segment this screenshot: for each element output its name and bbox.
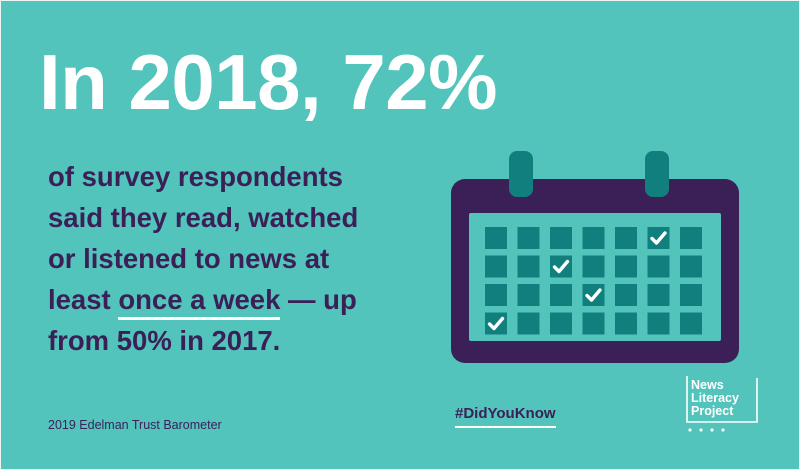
body-line-3: or listened to news at (48, 243, 330, 274)
logo-line-2: Literacy (691, 391, 739, 405)
calendar-day-cell (647, 255, 670, 278)
body-text: of survey respondents said they read, wa… (48, 156, 418, 361)
calendar-ring-left (509, 151, 533, 197)
logo-line-3: Project (691, 404, 734, 418)
calendar-day-cell (647, 312, 670, 335)
body-line-1: of survey respondents (48, 161, 343, 192)
logo-frame (686, 376, 758, 432)
calendar-day-cell (485, 255, 507, 278)
logo-text: News Literacy Project (691, 379, 739, 418)
calendar-day-cell (582, 255, 605, 278)
calendar-day-cell (680, 227, 702, 249)
calendar-day-cell (615, 255, 637, 278)
calendar-day-cell (615, 312, 637, 335)
calendar-day-cell (517, 227, 540, 249)
calendar-day-cell (680, 312, 702, 335)
headline: In 2018, 72% (39, 38, 497, 126)
calendar-day-cell (550, 312, 572, 335)
calendar-day-cell (647, 284, 670, 306)
body-line-5: from 50% in 2017. (48, 325, 281, 356)
source-credit: 2019 Edelman Trust Barometer (48, 418, 222, 432)
calendar-day-cell (615, 284, 637, 306)
calendar-day-cell (550, 227, 572, 249)
check-icon (487, 316, 505, 331)
calendar-ring-right (645, 151, 669, 197)
logo-line-1: News (691, 378, 724, 392)
check-icon (552, 259, 570, 274)
calendar-day-cell (615, 227, 637, 249)
check-icon (650, 231, 667, 245)
body-line-4-prefix: least (48, 284, 119, 315)
underlined-phrase: once a week (118, 284, 281, 320)
calendar-day-cell (517, 284, 540, 306)
calendar-day-cell (582, 227, 605, 249)
news-literacy-project-logo: News Literacy Project (685, 376, 759, 432)
calendar-day-cell (680, 255, 702, 278)
calendar-day-cell (517, 255, 540, 278)
calendar-grid (485, 227, 702, 335)
calendar-day-cell (485, 284, 507, 306)
hashtag: #DidYouKnow (455, 405, 556, 428)
calendar-day-cell (485, 227, 507, 249)
calendar-icon (451, 151, 739, 363)
calendar-day-cell (550, 284, 572, 306)
body-line-2: said they read, watched (48, 202, 359, 233)
calendar-day-cell (517, 312, 540, 335)
body-line-4-suffix: — up (280, 284, 357, 315)
calendar-day-cell (680, 284, 702, 306)
calendar-day-cell (582, 312, 605, 335)
body-line-4: least once a week — up (48, 279, 418, 320)
check-icon (585, 288, 602, 302)
